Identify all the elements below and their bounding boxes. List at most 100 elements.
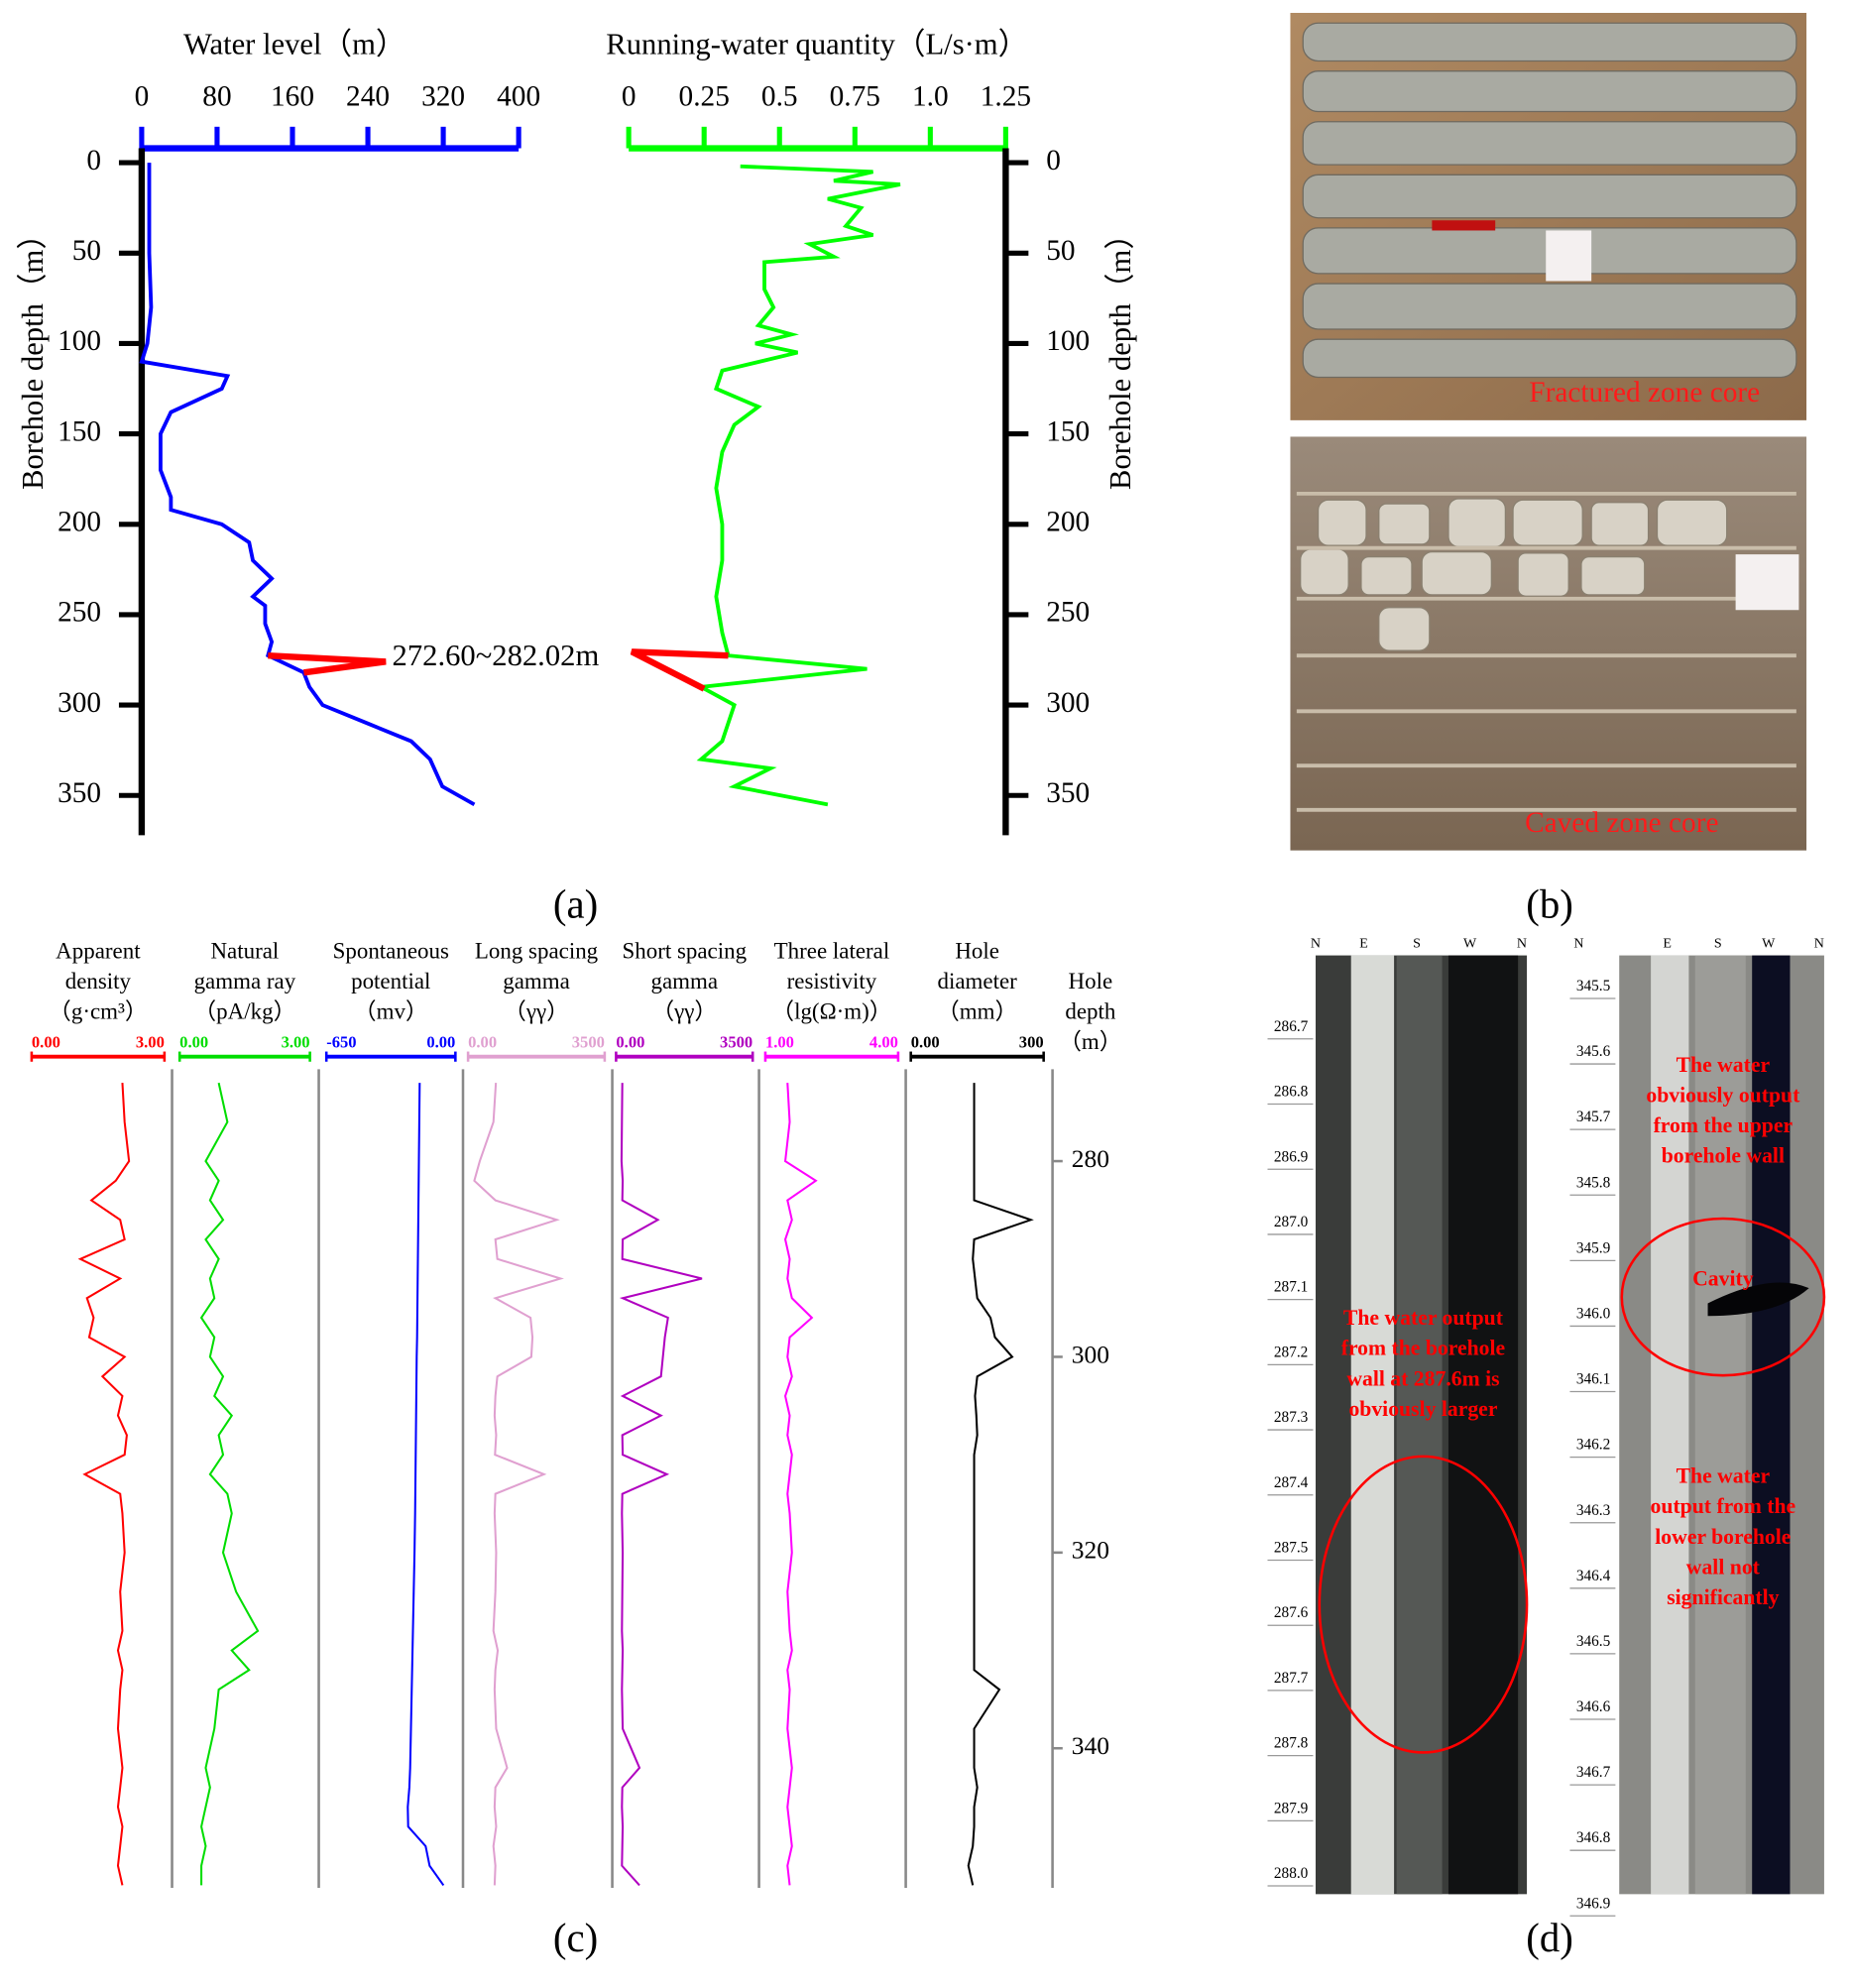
track-title: Three lateral [774,938,890,963]
annotation: 272.60~282.02m [393,639,600,672]
depth-label: 346.0 [1576,1305,1611,1322]
y-tick-label: 320 [1072,1536,1109,1565]
depth-label: 287.7 [1274,1670,1309,1687]
track-title: （γγ） [504,999,569,1024]
depth-label: 345.5 [1576,978,1611,994]
annotation: from the upper [1654,1113,1794,1137]
photo-caption: Fractured zone core [1529,377,1760,409]
y-tick-label: 300 [58,687,101,719]
y-tick-label: 280 [1072,1144,1109,1173]
track-title: gamma [503,969,570,994]
depth-title: （m） [1059,1029,1122,1054]
x-tick-label: 3.00 [136,1033,165,1052]
x-tick-label: 3500 [572,1033,605,1052]
panel-label: (c) [553,1916,598,1960]
y-tick-label: 250 [1046,597,1090,629]
depth-label: 286.8 [1274,1084,1309,1101]
track-title: density [65,969,132,994]
y-axis-label: Borehole depth（m） [1103,219,1137,490]
x-tick-label: 1.25 [981,80,1031,112]
track-title: （g·cm³） [49,999,148,1024]
depth-label: 346.9 [1576,1895,1611,1912]
x-tick-label: 3500 [720,1033,752,1052]
depth-label: 345.6 [1576,1043,1611,1060]
data-line [694,164,901,807]
box-dividers [1296,491,1796,812]
x-tick-label: 1.00 [765,1033,794,1052]
panel-label: (b) [1526,882,1573,927]
x-tick-label: 0.00 [179,1033,208,1052]
annotation: obviously output [1646,1083,1800,1107]
highlight-line [268,651,387,676]
depth-label: 346.5 [1576,1633,1611,1650]
borehole-strip-right [1619,955,1824,1895]
borehole-strip-left [1315,955,1528,1895]
panel-label: (d) [1526,1916,1573,1960]
track-title: （lg(Ω·m)） [771,999,892,1024]
log-curve [77,1083,131,1886]
compass-label: E [1663,935,1672,951]
x-tick-label: 0.00 [468,1033,497,1052]
annotation: borehole wall [1662,1144,1785,1168]
annotation: The water [1677,1464,1771,1488]
y-tick-label: 340 [1072,1731,1109,1760]
depth-label: 287.1 [1274,1279,1308,1296]
pen [1432,220,1496,231]
x-tick-label: 240 [346,80,390,112]
compass-label: S [1413,935,1421,951]
track-title: Spontaneous [333,938,449,963]
track-title: Natural [210,938,279,963]
depth-title: depth [1065,999,1116,1024]
y-tick-label: 100 [58,325,101,357]
log-curve [783,1083,818,1886]
x-tick-label: -650 [326,1033,356,1052]
log-curve [473,1083,564,1886]
track-title: Long spacing [475,938,599,963]
x-tick-label: 0 [622,80,637,112]
core-fragments [1300,498,1728,651]
photo-caption: Caved zone core [1525,807,1718,839]
y-tick-label: 150 [58,415,101,447]
annotation: lower borehole [1655,1525,1792,1549]
compass-label: N [1517,935,1527,951]
log-curve [406,1083,445,1887]
x-tick-label: 0.25 [679,80,730,112]
y-tick-label: 100 [1046,325,1090,357]
depth-label: 286.9 [1274,1148,1309,1165]
x-tick-label: 300 [1019,1033,1044,1052]
x-tick-label: 400 [497,80,540,112]
compass-label: N [1814,935,1824,951]
x-tick-label: 320 [421,80,465,112]
x-tick-label: 0.75 [830,80,880,112]
depth-label: 346.4 [1576,1568,1611,1584]
annotation: wall at 287.6m is [1346,1366,1499,1390]
compass-label: N [1573,935,1583,951]
depth-label: 345.8 [1576,1174,1611,1191]
y-tick-label: 0 [1046,145,1061,176]
depth-label: 346.3 [1576,1502,1611,1519]
x-tick-label: 0 [135,80,150,112]
y-axis-label: Borehole depth（m） [16,219,50,490]
track-title: gamma ray [194,969,296,994]
annotation: from the borehole [1341,1337,1506,1360]
track-title: （γγ） [651,999,717,1024]
compass-label: N [1311,935,1321,951]
depth-label: 287.3 [1274,1409,1309,1426]
x-tick-label: 0.00 [426,1033,455,1052]
depth-label: 345.7 [1576,1109,1611,1125]
depth-label: 345.9 [1576,1239,1611,1256]
y-tick-label: 0 [86,145,101,176]
depth-label: 287.9 [1274,1800,1309,1816]
y-tick-label: 200 [58,506,101,537]
track-title: resistivity [787,969,877,994]
x-tick-label: 0.00 [616,1033,644,1052]
track-title: potential [351,969,430,994]
x-tick-label: 1.0 [912,80,949,112]
track-title: （mm） [937,999,1018,1024]
track-title: （pA/kg） [193,999,295,1024]
core-cylinders [1302,22,1797,379]
depth-title: Hole [1069,969,1113,994]
depth-label: 288.0 [1274,1865,1309,1882]
x-tick-label: 0.5 [761,80,798,112]
